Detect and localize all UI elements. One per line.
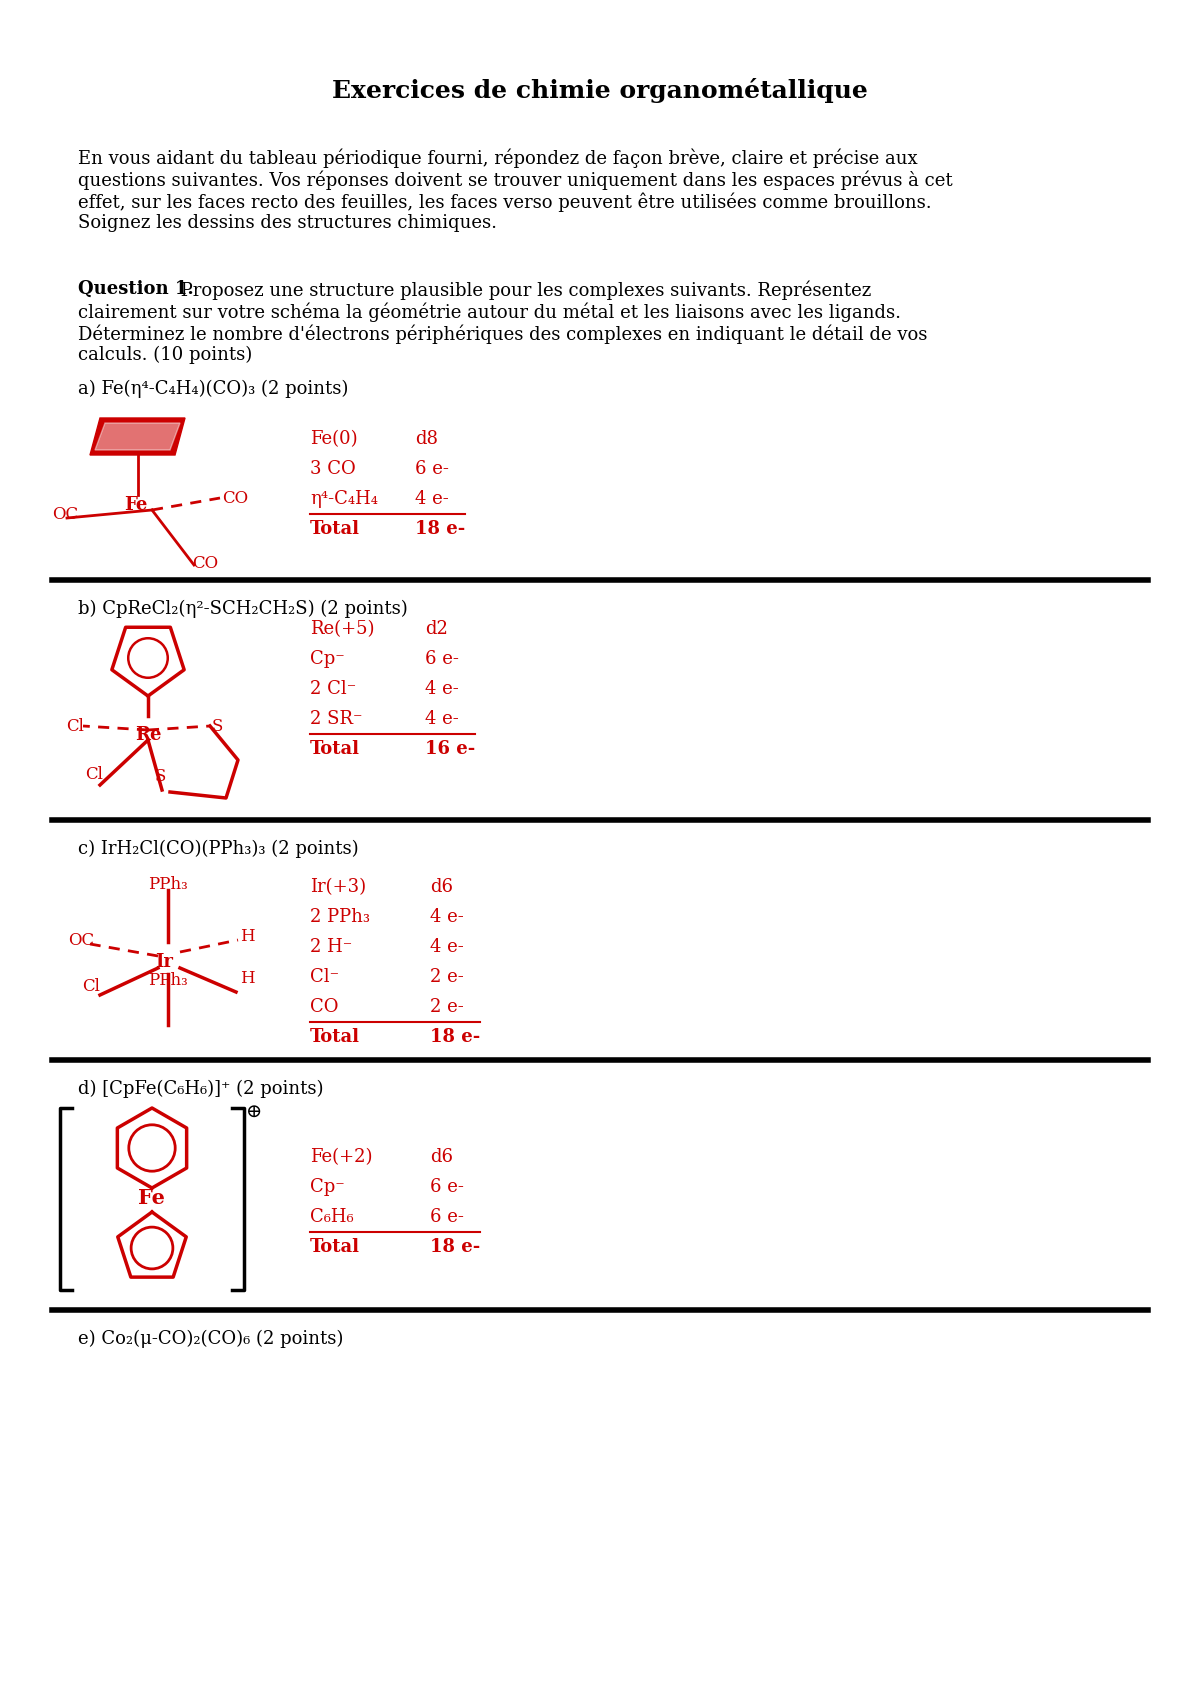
Text: 2 PPh₃: 2 PPh₃ xyxy=(310,908,370,925)
Text: PPh₃: PPh₃ xyxy=(148,876,187,893)
Text: CO: CO xyxy=(310,998,338,1015)
Text: S: S xyxy=(212,718,223,735)
Text: Cl: Cl xyxy=(82,978,100,995)
Text: Cl: Cl xyxy=(85,766,103,783)
Text: 2 SR⁻: 2 SR⁻ xyxy=(310,710,362,728)
Text: questions suivantes. Vos réponses doivent se trouver uniquement dans les espaces: questions suivantes. Vos réponses doiven… xyxy=(78,170,953,190)
Text: En vous aidant du tableau périodique fourni, répondez de façon brève, claire et : En vous aidant du tableau périodique fou… xyxy=(78,148,918,168)
Polygon shape xyxy=(95,423,180,450)
Text: CO: CO xyxy=(222,491,248,508)
Text: 2 Cl⁻: 2 Cl⁻ xyxy=(310,679,356,698)
Text: d6: d6 xyxy=(430,1148,454,1167)
Text: PPh₃: PPh₃ xyxy=(148,971,187,988)
Text: 4 e-: 4 e- xyxy=(415,491,449,508)
Text: d2: d2 xyxy=(425,620,448,638)
Text: Total: Total xyxy=(310,520,360,538)
Text: Soignez les dessins des structures chimiques.: Soignez les dessins des structures chimi… xyxy=(78,214,497,233)
Text: Cl: Cl xyxy=(66,718,84,735)
Text: 18 e-: 18 e- xyxy=(430,1238,480,1257)
Text: 6 e-: 6 e- xyxy=(415,460,449,479)
Text: 16 e-: 16 e- xyxy=(425,740,475,757)
Text: Cp⁻: Cp⁻ xyxy=(310,1178,344,1195)
Text: 18 e-: 18 e- xyxy=(430,1027,480,1046)
Text: Total: Total xyxy=(310,1238,360,1257)
Text: Total: Total xyxy=(310,740,360,757)
Text: b) CpReCl₂(η²-SCH₂CH₂S) (2 points): b) CpReCl₂(η²-SCH₂CH₂S) (2 points) xyxy=(78,599,408,618)
Text: OC: OC xyxy=(52,506,78,523)
Text: d) [CpFe(C₆H₆)]⁺ (2 points): d) [CpFe(C₆H₆)]⁺ (2 points) xyxy=(78,1080,324,1099)
Text: Cp⁻: Cp⁻ xyxy=(310,650,344,667)
Text: Fe: Fe xyxy=(138,1189,164,1207)
Text: a) Fe(η⁴-C₄H₄)(CO)₃ (2 points): a) Fe(η⁴-C₄H₄)(CO)₃ (2 points) xyxy=(78,380,348,399)
Text: 2 e-: 2 e- xyxy=(430,968,463,987)
Text: Total: Total xyxy=(310,1027,360,1046)
Text: CO: CO xyxy=(192,555,218,572)
Text: c) IrH₂Cl(CO)(PPh₃)₃ (2 points): c) IrH₂Cl(CO)(PPh₃)₃ (2 points) xyxy=(78,841,359,857)
Text: 4 e-: 4 e- xyxy=(425,710,458,728)
Text: 2 e-: 2 e- xyxy=(430,998,463,1015)
Text: Proposez une structure plausible pour les complexes suivants. Représentez: Proposez une structure plausible pour le… xyxy=(175,280,871,299)
Text: 6 e-: 6 e- xyxy=(430,1178,464,1195)
Text: Re(+5): Re(+5) xyxy=(310,620,374,638)
Text: H: H xyxy=(240,970,254,987)
Text: OC: OC xyxy=(68,932,94,949)
Text: 6 e-: 6 e- xyxy=(425,650,458,667)
Text: C₆H₆: C₆H₆ xyxy=(310,1207,354,1226)
Text: 3 CO: 3 CO xyxy=(310,460,355,479)
Text: calculs. (10 points): calculs. (10 points) xyxy=(78,346,252,365)
Text: ⊕: ⊕ xyxy=(246,1104,263,1121)
Text: 2 H⁻: 2 H⁻ xyxy=(310,937,353,956)
Text: 6 e-: 6 e- xyxy=(430,1207,464,1226)
Text: Ir: Ir xyxy=(155,953,173,971)
Text: clairement sur votre schéma la géométrie autour du métal et les liaisons avec le: clairement sur votre schéma la géométrie… xyxy=(78,302,901,321)
Text: Déterminez le nombre d'électrons périphériques des complexes en indiquant le dét: Déterminez le nombre d'électrons périphé… xyxy=(78,324,928,343)
Text: H: H xyxy=(240,929,254,946)
Polygon shape xyxy=(90,418,185,455)
Text: η⁴-C₄H₄: η⁴-C₄H₄ xyxy=(310,491,378,508)
Text: 4 e-: 4 e- xyxy=(425,679,458,698)
Text: 4 e-: 4 e- xyxy=(430,908,463,925)
Text: S: S xyxy=(155,767,167,784)
Text: Fe(0): Fe(0) xyxy=(310,430,358,448)
Text: Fe: Fe xyxy=(124,496,148,514)
Text: 18 e-: 18 e- xyxy=(415,520,466,538)
Text: d6: d6 xyxy=(430,878,454,897)
Text: Cl⁻: Cl⁻ xyxy=(310,968,340,987)
Text: 4 e-: 4 e- xyxy=(430,937,463,956)
Text: Question 1.: Question 1. xyxy=(78,280,193,299)
Text: Ir(+3): Ir(+3) xyxy=(310,878,366,897)
Text: Exercices de chimie organométallique: Exercices de chimie organométallique xyxy=(332,78,868,104)
Text: Re: Re xyxy=(134,727,162,744)
Text: effet, sur les faces recto des feuilles, les faces verso peuvent être utilisées : effet, sur les faces recto des feuilles,… xyxy=(78,192,931,212)
Text: Fe(+2): Fe(+2) xyxy=(310,1148,372,1167)
Text: e) Co₂(μ-CO)₂(CO)₆ (2 points): e) Co₂(μ-CO)₂(CO)₆ (2 points) xyxy=(78,1330,343,1348)
Text: d8: d8 xyxy=(415,430,438,448)
